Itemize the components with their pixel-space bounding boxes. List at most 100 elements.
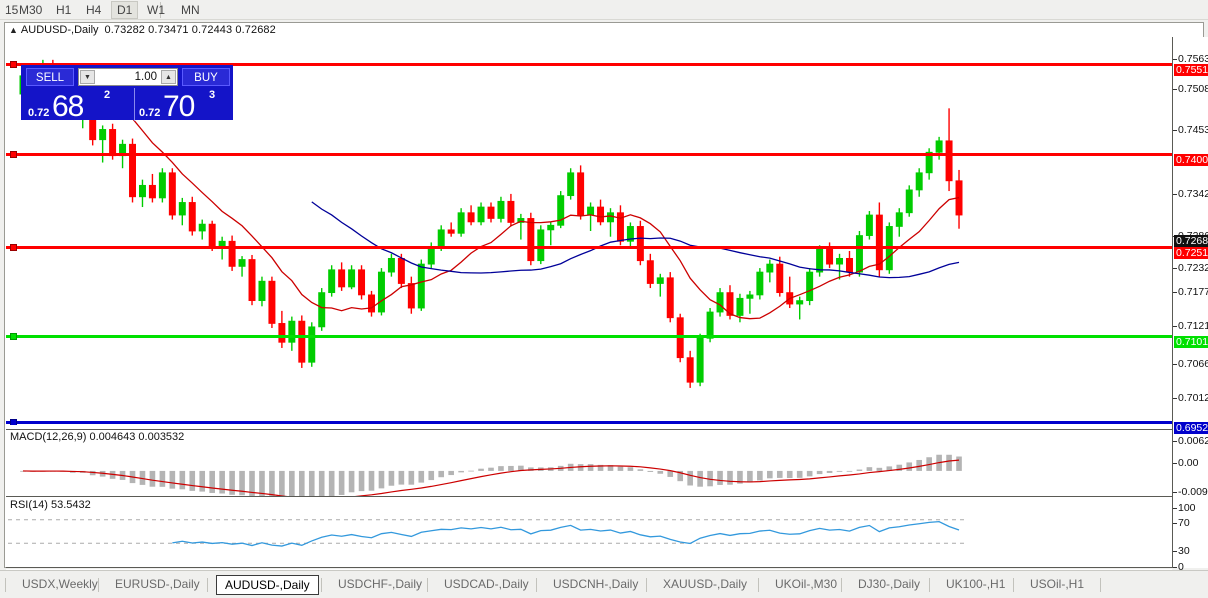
- trendline-resistance-075512[interactable]: [6, 61, 1172, 68]
- scale-separator: [1172, 37, 1173, 568]
- price-tickmark: [1173, 268, 1177, 269]
- rsi-tickmark: [1173, 508, 1177, 509]
- price-tickmark: [1173, 364, 1177, 365]
- chart-tab-eurusddaily[interactable]: EURUSD-,Daily: [115, 577, 200, 591]
- trendline-support-071013[interactable]: [6, 333, 1172, 340]
- chart-tab-dj30daily[interactable]: DJ30-,Daily: [858, 577, 921, 591]
- macd-tick-label: 0.00: [1178, 457, 1199, 469]
- price-tick-label: 0.72325: [1178, 262, 1208, 274]
- price-tickmark: [1173, 326, 1177, 327]
- rsi-tick-label: 30: [1178, 545, 1190, 557]
- tab-separator: [758, 578, 759, 592]
- trendline-handle[interactable]: [10, 244, 17, 251]
- sell-price-quote[interactable]: 0.72 68 2: [26, 88, 126, 123]
- price-tickmark: [1173, 89, 1177, 90]
- price-highlight-072513: 0.72513: [1174, 247, 1208, 259]
- sell-price-pips: 68: [52, 90, 84, 123]
- buy-price-quote[interactable]: 0.72 70 3: [134, 88, 232, 123]
- toolbar-separator: [160, 2, 161, 18]
- price-tick-label: 0.75085: [1178, 83, 1208, 95]
- chart-tab-usdxweekly[interactable]: USDX,Weekly: [22, 577, 98, 591]
- trendline-resistance-074002[interactable]: [6, 151, 1172, 158]
- volume-stepper[interactable]: ▼ 1.00 ▲: [78, 68, 178, 86]
- chart-tab-ukoilm30[interactable]: UKOil-,M30: [775, 577, 838, 591]
- timeframe-toolbar: 15 M30 H1 H4 D1 W1 MN: [0, 0, 1208, 20]
- collapse-triangle-icon[interactable]: ▲: [9, 25, 18, 35]
- price-tickmark: [1173, 130, 1177, 131]
- buy-price-fraction: 3: [209, 89, 216, 101]
- price-tickmark: [1173, 59, 1177, 60]
- trendline-support-069520[interactable]: [6, 419, 1172, 425]
- trendline-handle[interactable]: [10, 419, 17, 425]
- timeframe-button-15[interactable]: 15: [5, 3, 19, 17]
- chart-header: ▲ AUDUSD-,Daily 0.73282 0.73471 0.72443 0.…: [5, 23, 1203, 37]
- chart-ohlc-values: 0.73282 0.73471 0.72443 0.72682: [104, 24, 276, 36]
- buy-price-prefix: 0.72: [139, 107, 161, 119]
- volume-decrease-icon[interactable]: ▼: [80, 70, 95, 84]
- buy-price-pips: 70: [163, 90, 195, 123]
- price-tick-label: 0.75635: [1178, 53, 1208, 65]
- macd-tickmark: [1173, 463, 1177, 464]
- macd-pane[interactable]: MACD(12,26,9) 0.004643 0.003532: [6, 429, 1172, 497]
- rsi-tickmark: [1173, 523, 1177, 524]
- macd-tickmark: [1173, 492, 1177, 493]
- chart-tab-usoilh1[interactable]: USOil-,H1: [1030, 577, 1085, 591]
- rsi-pane[interactable]: RSI(14) 53.5432: [6, 498, 1172, 568]
- tab-separator: [1013, 578, 1014, 592]
- tab-separator: [427, 578, 428, 592]
- tab-separator: [841, 578, 842, 592]
- sell-price-prefix: 0.72: [28, 107, 50, 119]
- volume-increase-icon[interactable]: ▲: [161, 70, 176, 84]
- sell-button[interactable]: SELL: [26, 68, 74, 86]
- chart-tab-bar[interactable]: USDX,Weekly EURUSD-,Daily AUDUSD-,Daily USD…: [0, 570, 1208, 598]
- trendline-handle[interactable]: [10, 151, 17, 158]
- tab-separator: [5, 578, 6, 592]
- price-highlight-075512: 0.75512: [1174, 64, 1208, 76]
- rsi-tick-label: 0: [1178, 561, 1184, 573]
- timeframe-button-d1[interactable]: D1: [111, 1, 139, 19]
- timeframe-button-h1[interactable]: H1: [56, 3, 72, 17]
- sell-price-fraction: 2: [104, 89, 111, 101]
- chart-window: ▲ AUDUSD-,Daily 0.73282 0.73471 0.72443 0.…: [4, 22, 1208, 587]
- price-tickmark: [1173, 292, 1177, 293]
- price-tickmark: [1173, 398, 1177, 399]
- price-tick-label: 0.71215: [1178, 320, 1208, 332]
- price-scale[interactable]: 0.756350.750850.745300.734200.728650.723…: [1173, 37, 1208, 573]
- buy-button[interactable]: BUY: [182, 68, 230, 86]
- rsi-tick-label: 70: [1178, 517, 1190, 529]
- trendline-resistance-072513[interactable]: [6, 244, 1172, 251]
- volume-input[interactable]: 1.00: [97, 69, 159, 85]
- chart-tab-usdcnhdaily[interactable]: USDCNH-,Daily: [553, 577, 639, 591]
- tab-separator: [98, 578, 99, 592]
- tab-separator: [646, 578, 647, 592]
- price-highlight-071013: 0.71013: [1174, 336, 1208, 348]
- trendline-handle[interactable]: [10, 61, 17, 68]
- chart-tab-usdchfdaily[interactable]: USDCHF-,Daily: [338, 577, 422, 591]
- timeframe-button-mn[interactable]: MN: [181, 3, 200, 17]
- chart-tab-uk100h1[interactable]: UK100-,H1: [946, 577, 1006, 591]
- timeframe-button-h4[interactable]: H4: [86, 3, 102, 17]
- chart-tab-xauusddaily[interactable]: XAUUSD-,Daily: [663, 577, 748, 591]
- rsi-tick-label: 100: [1178, 502, 1196, 514]
- oct-quotes-row: 0.72 68 2 0.72 70 3: [22, 88, 232, 123]
- timeframe-button-w1[interactable]: W1: [147, 3, 165, 17]
- tab-separator: [207, 578, 208, 592]
- timeframe-button-m30[interactable]: M30: [19, 3, 43, 17]
- macd-tickmark: [1173, 441, 1177, 442]
- rsi-plot: [8, 519, 964, 547]
- macd-plot: [20, 454, 962, 496]
- tab-separator: [1100, 578, 1101, 592]
- rsi-tickmark: [1173, 567, 1177, 568]
- price-highlight-074002: 0.74002: [1174, 154, 1208, 166]
- tab-separator: [321, 578, 322, 592]
- chart-tab-usdcaddaily[interactable]: USDCAD-,Daily: [444, 577, 529, 591]
- one-click-trading-panel[interactable]: SELL ▼ 1.00 ▲ BUY 0.72 68 2 0.72 70 3: [21, 65, 233, 123]
- trendline-handle[interactable]: [10, 333, 17, 340]
- chart-tab-audusddaily[interactable]: AUDUSD-,Daily: [216, 575, 319, 595]
